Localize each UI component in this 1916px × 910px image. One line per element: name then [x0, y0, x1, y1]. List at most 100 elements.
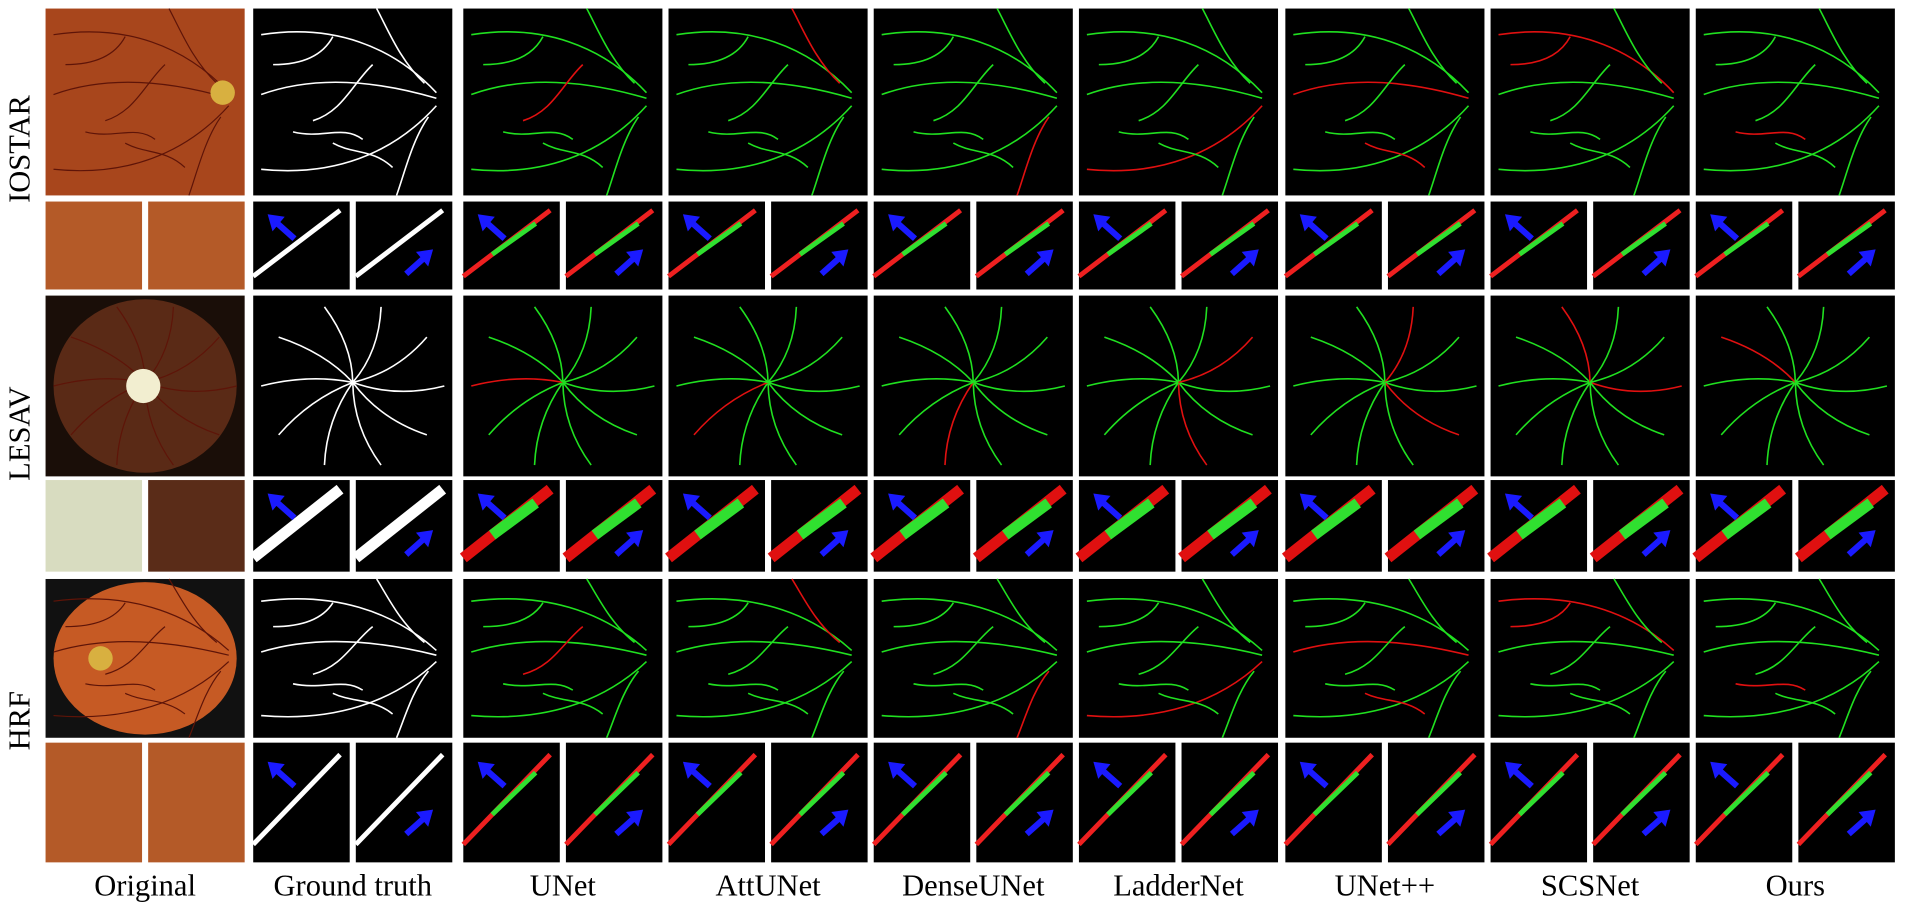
- vessel: [740, 382, 768, 465]
- panel: [1077, 8, 1279, 290]
- arrow-head: [1299, 761, 1317, 779]
- panel: [1694, 9, 1895, 290]
- row: IOSTAR: [3, 9, 1895, 290]
- vessel: [768, 337, 842, 382]
- vessel: [1293, 82, 1468, 98]
- vessel: [1795, 382, 1887, 391]
- arrow-head: [415, 249, 434, 267]
- panel: [251, 579, 453, 863]
- crop-vessel-tp: [1003, 770, 1051, 817]
- vessel: [882, 32, 1057, 93]
- vessel: [503, 684, 573, 690]
- vessels: [882, 579, 1057, 738]
- arrow-head: [1299, 214, 1317, 232]
- vessel: [483, 603, 543, 627]
- vessel: [54, 642, 229, 656]
- row-label: LESAV: [3, 386, 37, 480]
- vessel: [85, 684, 155, 690]
- crop-vessel-tp: [696, 221, 743, 257]
- vessel: [169, 579, 217, 643]
- image: [1078, 8, 1279, 196]
- vessels: [54, 9, 229, 196]
- panel: [872, 9, 1073, 290]
- vessel: [1736, 684, 1806, 690]
- vessel: [587, 9, 635, 84]
- vessel: [523, 627, 583, 675]
- vessel: [563, 337, 637, 382]
- vessel: [953, 693, 1013, 714]
- vessel: [1311, 382, 1385, 434]
- arrow-head: [1093, 214, 1111, 232]
- crop-vessel-tp: [1824, 498, 1875, 540]
- crop-vessel-tp: [591, 498, 642, 540]
- vessel: [748, 693, 808, 714]
- vessels: [1293, 9, 1468, 196]
- vessel: [125, 693, 185, 714]
- vessel: [1721, 337, 1795, 382]
- vessel: [189, 117, 221, 195]
- column-label: Ground truth: [274, 868, 432, 902]
- vessel: [1099, 603, 1159, 627]
- image: [1490, 8, 1690, 196]
- crop-vessel-tp: [899, 498, 950, 540]
- vessel: [1202, 9, 1250, 84]
- vessel: [1704, 106, 1879, 171]
- crop-vessel-tp: [1209, 221, 1256, 257]
- vessel: [377, 579, 425, 643]
- vessels: [261, 9, 436, 196]
- panel: [1283, 9, 1485, 290]
- vessel: [748, 143, 808, 167]
- vessel: [261, 82, 436, 98]
- vessel: [261, 32, 436, 93]
- vessel: [261, 662, 436, 717]
- vessel: [1704, 379, 1796, 386]
- vessel: [1017, 671, 1049, 738]
- vessel: [1305, 603, 1365, 627]
- column-label: AttUNet: [716, 868, 822, 902]
- crop-vessel-tp: [1415, 770, 1463, 817]
- crop-vessel-tp: [900, 770, 948, 817]
- crop-vessel-tp: [1618, 498, 1669, 540]
- arrow-head: [888, 761, 906, 779]
- vessel: [273, 603, 333, 627]
- vessel: [1795, 382, 1869, 434]
- vessel: [1345, 627, 1405, 675]
- panel: [249, 295, 453, 572]
- vessel: [324, 307, 352, 382]
- vessel: [353, 382, 427, 434]
- crop-vessel: [354, 752, 445, 847]
- arrow-head: [1710, 761, 1728, 779]
- vessel: [1756, 627, 1816, 675]
- vessel: [1087, 32, 1262, 93]
- vessels: [1293, 579, 1468, 738]
- vessel: [1499, 379, 1591, 386]
- arrow-head: [1504, 761, 1523, 779]
- vessels: [1704, 9, 1879, 196]
- vessel: [1139, 65, 1199, 121]
- vessel: [1178, 307, 1206, 382]
- panel: [45, 579, 245, 863]
- vessel: [563, 307, 591, 382]
- vessel: [728, 65, 788, 121]
- vessel: [1429, 117, 1461, 195]
- vessel: [523, 65, 583, 121]
- vessel: [894, 37, 954, 65]
- column-label: UNet++: [1335, 868, 1436, 902]
- crop: [148, 742, 245, 863]
- arrow-head: [1036, 249, 1054, 267]
- arrow-head: [1299, 493, 1317, 511]
- vessel: [1159, 143, 1219, 167]
- vessel: [471, 106, 646, 171]
- vessels: [1087, 579, 1262, 738]
- vessel: [1087, 599, 1262, 651]
- arrow-head: [1858, 809, 1876, 827]
- vessel: [1150, 307, 1178, 382]
- vessel: [1385, 382, 1477, 391]
- panel: [667, 9, 868, 290]
- crop-vessel-tp: [695, 770, 743, 817]
- panel: [665, 295, 868, 572]
- image: [463, 578, 663, 738]
- vessel: [694, 382, 768, 434]
- crop-vessel-tp: [490, 221, 538, 257]
